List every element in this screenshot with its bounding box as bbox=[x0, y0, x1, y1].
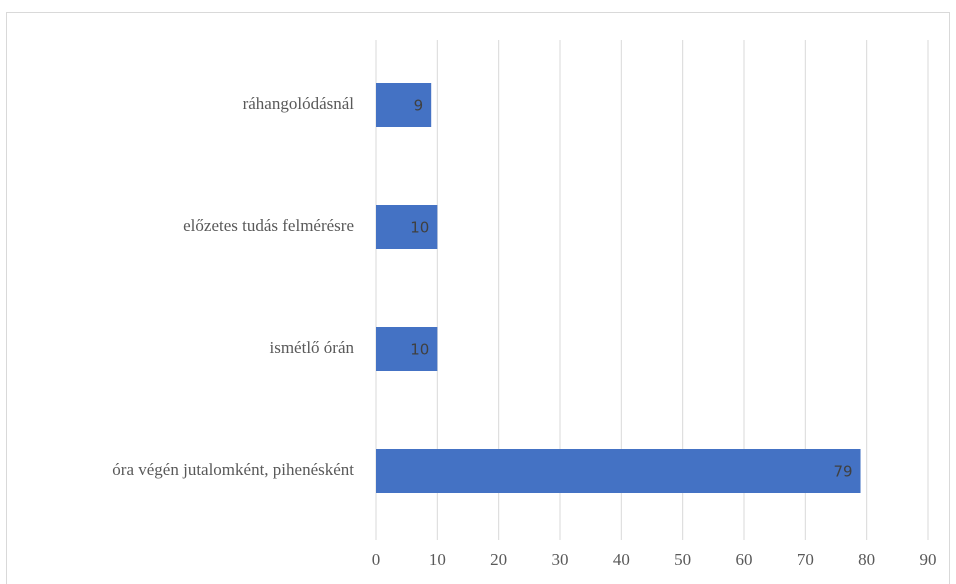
data-label: 10 bbox=[410, 219, 429, 237]
chart-border bbox=[6, 12, 950, 584]
x-tick-label: 60 bbox=[736, 550, 753, 569]
x-tick-label: 80 bbox=[858, 550, 875, 569]
y-tick-label: óra végén jutalomként, pihenésként bbox=[112, 460, 354, 479]
x-tick-label: 70 bbox=[797, 550, 814, 569]
x-tick-label: 0 bbox=[372, 550, 381, 569]
x-tick-label: 50 bbox=[674, 550, 691, 569]
y-tick-label: előzetes tudás felmérésre bbox=[183, 216, 354, 235]
y-tick-label: ráhangolódásnál bbox=[243, 94, 355, 113]
y-tick-label: ismétlő órán bbox=[269, 338, 354, 357]
x-tick-label: 20 bbox=[490, 550, 507, 569]
x-tick-label: 30 bbox=[552, 550, 569, 569]
x-tick-label: 90 bbox=[920, 550, 937, 569]
data-label: 79 bbox=[833, 463, 852, 481]
data-label: 9 bbox=[414, 97, 424, 115]
bar bbox=[376, 327, 438, 371]
x-tick-label: 10 bbox=[429, 550, 446, 569]
bar bbox=[376, 205, 438, 249]
data-label: 10 bbox=[410, 341, 429, 359]
bar bbox=[376, 83, 432, 127]
bar bbox=[376, 449, 861, 493]
x-tick-label: 40 bbox=[613, 550, 630, 569]
